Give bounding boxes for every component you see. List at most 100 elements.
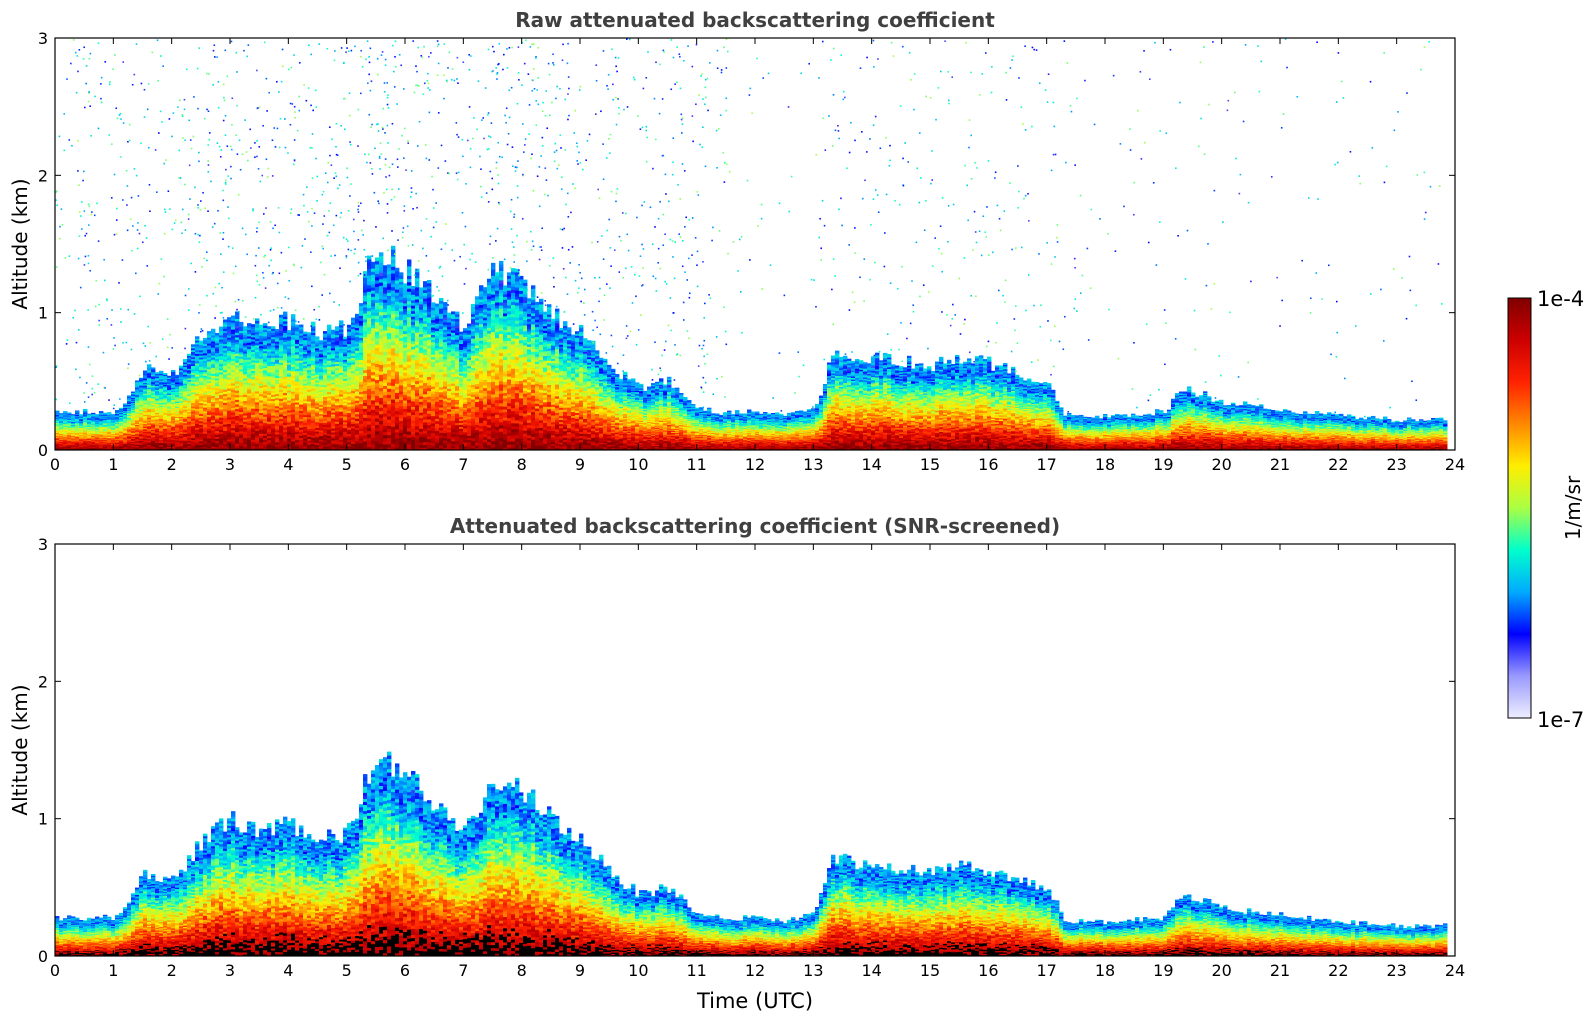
heatmap-cell — [359, 303, 363, 306]
heatmap-cell — [79, 414, 83, 415]
heatmap-cell — [151, 367, 155, 369]
heatmap-cell — [195, 336, 199, 338]
heatmap-cell — [287, 330, 291, 333]
heatmap-column — [135, 380, 139, 450]
heatmap-column — [287, 330, 291, 451]
heatmap-cell — [367, 256, 371, 260]
heatmap-cell — [167, 376, 171, 378]
heatmap-cell — [95, 414, 99, 415]
heatmap-column — [131, 392, 135, 451]
heatmap-cell — [159, 371, 163, 373]
heatmap-cell — [355, 314, 359, 317]
heatmap-cell — [215, 333, 219, 336]
heatmap-cells — [55, 38, 1447, 450]
heatmap-cell — [239, 322, 243, 325]
heatmap-column — [343, 337, 347, 451]
heatmap-column — [347, 325, 351, 451]
heatmap-cell — [263, 323, 267, 326]
heatmap-cell — [315, 336, 319, 338]
heatmap-cell — [115, 410, 119, 411]
heatmap-column — [187, 354, 191, 451]
heatmap-column — [143, 371, 147, 451]
heatmap-column — [263, 323, 267, 450]
heatmap-cell — [223, 319, 227, 322]
heatmap-column — [231, 316, 235, 451]
heatmap-column — [295, 325, 299, 451]
heatmap-column — [163, 373, 167, 451]
heatmap-column — [319, 340, 323, 450]
heatmap-column — [291, 314, 295, 450]
heatmap-column — [283, 312, 287, 451]
heatmap-cell — [271, 326, 275, 329]
heatmap-cell — [255, 318, 259, 321]
heatmap-column — [363, 271, 367, 450]
heatmap-cell — [283, 312, 287, 315]
heatmap-cell — [347, 325, 351, 328]
heatmap-cell — [139, 378, 143, 380]
heatmap-column — [99, 411, 103, 450]
heatmap-cell — [331, 330, 335, 333]
heatmap-cell — [171, 370, 175, 372]
heatmap-column — [303, 332, 307, 451]
heatmap-column — [307, 332, 311, 450]
heatmap-column — [123, 403, 127, 450]
heatmap-column — [375, 257, 379, 450]
heatmap-column — [243, 326, 247, 450]
heatmap-column — [227, 317, 231, 450]
heatmap-cell — [87, 414, 91, 415]
heatmap-cell — [191, 344, 195, 346]
heatmap-column — [207, 331, 211, 450]
heatmap-cell — [211, 329, 215, 332]
heatmap-cell — [343, 337, 347, 339]
heatmap-cell — [147, 364, 151, 366]
heatmap-cell — [187, 354, 191, 356]
heatmap-column — [79, 414, 83, 450]
heatmap-column — [339, 320, 343, 450]
heatmap-cell — [351, 318, 355, 321]
heatmap-cell — [227, 317, 231, 320]
heatmap-column — [251, 324, 255, 450]
heatmap-cell — [335, 326, 339, 329]
heatmap-column — [155, 372, 159, 450]
heatmap-cell — [199, 341, 203, 343]
heatmap-cell — [375, 257, 379, 261]
heatmap-cell — [71, 414, 75, 415]
heatmap-column — [171, 370, 175, 451]
heatmap-column — [255, 318, 259, 450]
heatmap-column — [247, 323, 251, 450]
heatmap-cell — [279, 315, 283, 318]
heatmap-cell — [231, 316, 235, 319]
heatmap-column — [355, 314, 359, 451]
heatmap-cell — [339, 320, 343, 323]
heatmap-cell — [119, 408, 123, 409]
heatmap-column — [59, 413, 63, 450]
heatmap-column — [351, 318, 355, 451]
heatmap-column — [175, 375, 179, 451]
heatmap-column — [223, 319, 227, 450]
heatmap-column — [119, 408, 123, 451]
heatmap-column — [267, 326, 271, 450]
heatmap-cell — [247, 323, 251, 326]
heatmap-column — [191, 344, 195, 450]
heatmap-column — [239, 322, 243, 451]
heatmap-cell — [243, 326, 247, 329]
heatmap-cell — [207, 331, 211, 334]
heatmap-column — [159, 371, 163, 451]
heatmap-column — [367, 256, 371, 451]
heatmap-column — [55, 411, 59, 451]
heatmap-cell — [303, 332, 307, 335]
heatmap-column — [199, 341, 203, 451]
heatmap-column — [331, 330, 335, 451]
heatmap-column — [327, 325, 331, 451]
heatmap-column — [71, 414, 75, 450]
panel-raw: Raw attenuated backscattering coefficien… — [8, 8, 1465, 474]
heatmap-column — [271, 326, 275, 450]
heatmap-cell — [67, 412, 71, 413]
heatmap-column — [299, 325, 303, 451]
heatmap-column — [83, 409, 87, 451]
heatmap-column — [139, 378, 143, 451]
heatmap-column — [371, 262, 375, 451]
heatmap-column — [183, 359, 187, 451]
heatmap-column — [115, 410, 119, 451]
